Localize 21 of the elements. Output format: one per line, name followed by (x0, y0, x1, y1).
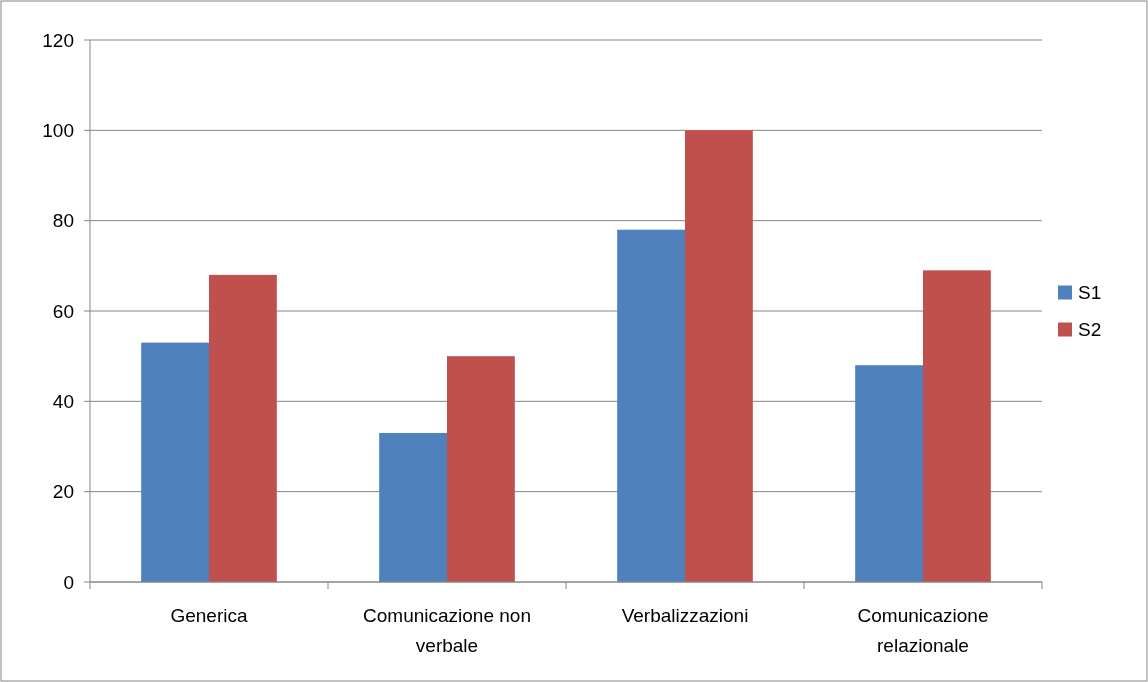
bar (379, 432, 447, 582)
y-tick-label: 0 (63, 571, 74, 593)
y-tick-label: 100 (42, 119, 74, 141)
bar (617, 229, 685, 582)
bar (447, 356, 515, 582)
y-tick-label: 120 (42, 29, 74, 51)
legend-label: S1 (1078, 282, 1102, 304)
y-tick-label: 80 (52, 210, 74, 232)
x-tick-label: Comunicazione relazionale (857, 605, 989, 656)
y-tick-label: 20 (52, 481, 74, 503)
bar (141, 342, 209, 582)
bar (855, 365, 923, 582)
bar (685, 130, 753, 582)
y-tick-label: 60 (52, 300, 74, 322)
x-tick-label: Comunicazione non verbale (363, 605, 531, 656)
legend-label: S2 (1078, 319, 1102, 341)
x-tick-label: Verbalizzazioni (621, 605, 749, 626)
x-tick-label: Generica (170, 605, 248, 626)
bar (209, 274, 277, 582)
bar (923, 270, 991, 582)
y-tick-label: 40 (52, 390, 74, 412)
